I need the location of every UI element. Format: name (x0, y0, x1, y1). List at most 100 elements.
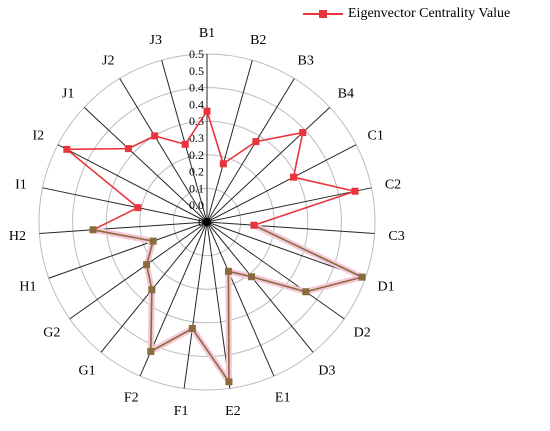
axis-spoke (206, 221, 275, 377)
category-label-b3: B3 (298, 54, 314, 69)
axis-spoke (206, 221, 375, 234)
category-label-f1: F1 (174, 404, 189, 419)
data-point-g2 (143, 261, 151, 269)
radial-tick-label: 0.5 (189, 47, 204, 61)
series-segment (222, 140, 257, 165)
category-label-f2: F2 (124, 390, 139, 405)
series-segment (228, 270, 252, 278)
series-segment (292, 132, 304, 178)
axis-spoke (206, 221, 345, 320)
series-segment (145, 240, 154, 265)
axis-spoke (48, 221, 208, 279)
category-label-i1: I1 (15, 177, 27, 192)
axis-spoke (119, 78, 208, 223)
category-label-j3: J3 (150, 33, 162, 48)
data-point-b2 (219, 160, 227, 168)
category-label-j1: J1 (62, 86, 74, 101)
radial-tick-label: 0.1 (189, 181, 204, 195)
axis-spoke (206, 106, 331, 223)
data-point-f1 (188, 325, 196, 333)
category-label-j2: J2 (102, 54, 114, 69)
series-segment (206, 110, 225, 164)
data-point-c2 (351, 187, 359, 195)
data-point-b3 (252, 138, 260, 146)
radial-tick-label: 0.0 (189, 198, 204, 212)
axis-spoke (83, 106, 208, 223)
category-label-c3: C3 (388, 229, 404, 244)
axis-spoke (206, 144, 357, 223)
series-segment (128, 135, 155, 150)
category-label-d2: D2 (354, 326, 371, 341)
data-point-j3 (181, 140, 189, 148)
series-segment (150, 327, 193, 353)
axis-spoke (206, 221, 314, 353)
series-segment (184, 110, 208, 145)
axis-spoke (57, 144, 208, 223)
series-segment (305, 276, 363, 293)
radial-tick-label: 0.4 (189, 97, 204, 111)
series-segment (66, 148, 139, 209)
category-label-d3: D3 (318, 363, 335, 378)
axis-spoke (206, 60, 253, 223)
center-dot (203, 218, 211, 226)
series-segment (154, 135, 186, 146)
radial-tick-label: 0.2 (189, 165, 204, 179)
series-segment (253, 190, 356, 226)
axis-spoke (42, 187, 208, 223)
data-point-b4 (299, 129, 307, 137)
category-label-c2: C2 (385, 177, 401, 192)
data-point-i2 (63, 145, 71, 153)
series-segment (92, 206, 139, 231)
category-label-b1: B1 (199, 26, 215, 41)
data-point-d1 (358, 273, 366, 281)
category-label-e1: E1 (275, 390, 291, 405)
data-point-b1 (203, 107, 211, 115)
data-point-j1 (124, 145, 132, 153)
radial-tick-label: 0 (198, 215, 204, 229)
data-point-j2 (151, 132, 159, 140)
data-point-e1 (224, 267, 232, 275)
category-label-h2: H2 (9, 229, 26, 244)
series-segment (227, 271, 230, 382)
axis-spoke (69, 221, 208, 320)
series-segment (253, 224, 363, 278)
series-segment (293, 176, 356, 193)
series-segment (255, 131, 303, 143)
category-label-b4: B4 (338, 86, 354, 101)
axis-spoke (206, 187, 372, 223)
category-label-g2: G2 (43, 326, 60, 341)
axis-spoke (206, 78, 295, 223)
data-point-d3 (248, 273, 256, 281)
series-segment (251, 275, 307, 293)
series-segment (66, 147, 129, 151)
radar-grid (38, 53, 376, 391)
series-segment (191, 328, 230, 383)
legend-line-square-icon (303, 10, 343, 18)
radial-axis-ticks: 0 0.0 0.1 0.2 0.2 0.3 0.3 0.4 0.4 0.5 0.5 (189, 47, 204, 229)
data-point-c3 (250, 221, 258, 229)
category-labels: B1 B2 B3 B4 C1 C2 C3 D1 D2 D3 E1 E2 F1 F2 G1 G2 H1 H2 I1 I2… (9, 26, 405, 419)
category-label-d1: D1 (377, 280, 394, 295)
series-segment (145, 264, 153, 290)
radial-tick-label: 0.3 (189, 114, 204, 128)
category-label-c1: C1 (368, 129, 384, 144)
radial-tick-label: 0.5 (189, 64, 204, 78)
data-point-c1 (290, 173, 298, 181)
data-point-d2 (302, 288, 310, 296)
series-segment (92, 229, 154, 242)
legend: Eigenvector Centrality Value (303, 6, 510, 22)
data-point-i1 (134, 204, 142, 212)
legend-label: Eigenvector Centrality Value (348, 6, 511, 21)
axis-spoke (183, 221, 208, 389)
data-point-e2 (225, 378, 233, 386)
data-point-g1 (148, 286, 156, 294)
series-layer (63, 107, 366, 386)
data-point-h1 (149, 237, 157, 245)
data-point-h2 (89, 226, 97, 234)
axis-spoke (39, 221, 208, 234)
category-label-i2: I2 (32, 129, 44, 144)
category-label-h1: H1 (19, 280, 36, 295)
radial-tick-label: 0.4 (189, 81, 204, 95)
radial-tick-label: 0.3 (189, 131, 204, 145)
